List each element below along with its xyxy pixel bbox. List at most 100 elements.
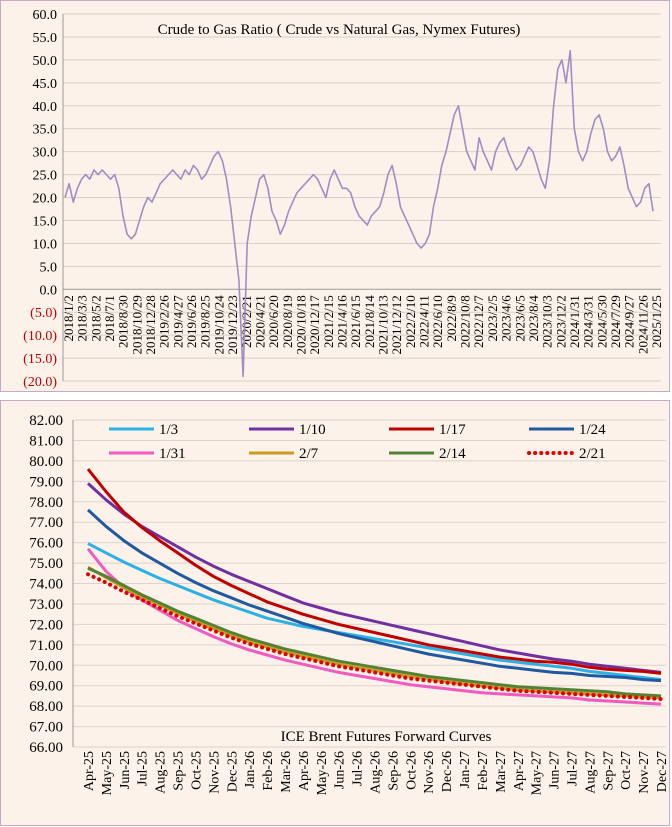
x-tick-label: 2021/2/15 xyxy=(321,295,336,348)
x-tick-label: 2020/6/20 xyxy=(266,295,281,348)
x-tick-label: 2019/12/23 xyxy=(225,295,240,354)
x-tick-label: Jun-27 xyxy=(548,751,563,789)
y-tick-label: 45.0 xyxy=(33,77,58,92)
y-tick-label: 60.0 xyxy=(33,8,58,23)
x-tick-label: 2018/7/1 xyxy=(102,295,117,341)
y-gridlines xyxy=(62,13,661,382)
x-tick-label: Apr-26 xyxy=(297,751,312,791)
y-tick-label: 81.00 xyxy=(29,433,63,449)
legend: 1/3 1/10 1/17 1/24 1/31 2/7 2/14 2/21 xyxy=(109,422,606,462)
x-tick-label: 2023/6/5 xyxy=(512,295,527,341)
x-tick-label: 2022/12/7 xyxy=(471,295,486,348)
x-tick-label: 2021/6/15 xyxy=(348,295,363,348)
ratio-series-line xyxy=(64,49,654,378)
y-tick-label: 15.0 xyxy=(33,214,58,229)
crude-gas-ratio-chart: 60.0 55.0 50.0 45.0 40.0 35.0 30.0 25.0 20.0 15.0… xyxy=(23,8,664,390)
legend-label: 1/31 xyxy=(159,446,186,462)
y-tick-label: (5.0) xyxy=(30,306,57,321)
x-tick-label: Jul-25 xyxy=(136,751,151,786)
x-tick-label: Jun-25 xyxy=(118,751,133,789)
y-tick-label: 35.0 xyxy=(33,123,58,138)
y-tick-label: 25.0 xyxy=(33,169,58,184)
chart-title: Crude to Gas Ratio ( Crude vs Natural Ga… xyxy=(158,22,521,38)
x-tick-label: 2020/8/19 xyxy=(280,295,295,348)
x-tick-label: Jun-26 xyxy=(333,751,348,789)
x-tick-label: Sep-25 xyxy=(172,751,187,791)
legend-label: 1/3 xyxy=(159,422,178,438)
y-tick-label: 5.0 xyxy=(40,260,58,275)
legend-label: 2/14 xyxy=(439,446,466,462)
x-tick-label: 2022/6/10 xyxy=(430,295,445,348)
y-tick-label: (20.0) xyxy=(23,375,57,390)
x-axis-tick-labels: Apr-25 May-25 Jun-25 Jul-25 Aug-25 Sep-25 Oct-… xyxy=(82,751,670,795)
x-tick-label: 2021/8/14 xyxy=(362,295,377,348)
x-tick-label: 2023/8/4 xyxy=(526,295,541,342)
x-tick-label: 2018/5/2 xyxy=(88,295,103,341)
series-line-2-7 xyxy=(87,565,662,700)
x-tick-label: 2018/1/2 xyxy=(61,295,76,341)
x-tick-label: Dec-25 xyxy=(225,751,240,792)
brent-forward-curves-chart: 82.00 81.00 80.00 79.00 78.00 77.00 76.00 75.00… xyxy=(29,413,670,795)
y-tick-label: 76.00 xyxy=(29,536,63,552)
x-tick-label: Feb-26 xyxy=(261,751,276,791)
x-tick-label: 2018/8/30 xyxy=(116,295,131,348)
x-tick-label: Jul-26 xyxy=(351,751,366,786)
x-tick-label: Jan-27 xyxy=(458,751,473,788)
x-tick-label: 2018/10/29 xyxy=(129,295,144,354)
y-tick-label: 71.00 xyxy=(29,638,63,654)
y-axis-tick-labels: 82.00 81.00 80.00 79.00 78.00 77.00 76.00 75.00… xyxy=(29,413,63,756)
x-tick-label: Nov-27 xyxy=(637,751,652,794)
y-tick-label: 20.0 xyxy=(33,192,58,207)
x-tick-label: Mar-27 xyxy=(494,751,509,793)
x-tick-label: 2025/1/25 xyxy=(649,295,664,348)
series-lines xyxy=(64,49,654,378)
x-tick-label: Jul-27 xyxy=(565,751,580,786)
y-tick-label: 77.00 xyxy=(29,515,63,531)
x-tick-label: May-25 xyxy=(100,751,115,795)
y-tick-label: 68.00 xyxy=(29,699,63,715)
y-tick-label: 78.00 xyxy=(29,495,63,511)
x-tick-label: 2021/4/16 xyxy=(334,295,349,348)
x-tick-label: 2020/10/18 xyxy=(293,295,308,354)
series-lines xyxy=(86,468,663,706)
y-tick-label: 74.00 xyxy=(29,577,63,593)
legend-label: 2/21 xyxy=(579,446,606,462)
y-tick-label: 67.00 xyxy=(29,720,63,736)
x-tick-label: Oct-26 xyxy=(404,751,419,790)
x-tick-label: 2019/10/24 xyxy=(211,295,226,355)
series-line-1-10 xyxy=(86,482,662,674)
legend-label: 1/24 xyxy=(579,422,606,438)
y-tick-label: 66.00 xyxy=(29,740,63,756)
y-tick-label: 75.00 xyxy=(29,556,63,572)
x-tick-label: 2020/4/21 xyxy=(252,295,267,348)
y-tick-label: 40.0 xyxy=(33,100,58,115)
series-line-1-17 xyxy=(86,468,662,675)
y-tick-label: 72.00 xyxy=(29,617,63,633)
x-tick-label: 2021/12/12 xyxy=(389,295,404,354)
x-tick-label: 2024/5/30 xyxy=(594,295,609,348)
x-tick-label: Dec-26 xyxy=(440,751,455,792)
x-tick-label: 2019/4/27 xyxy=(170,295,185,348)
x-tick-label: Dec-27 xyxy=(655,751,670,792)
legend-label: 1/10 xyxy=(299,422,326,438)
x-tick-label: 2023/10/3 xyxy=(540,295,555,348)
series-line-2-21 xyxy=(86,572,663,701)
x-tick-label: 2020/12/17 xyxy=(307,295,322,355)
x-tick-label: 2022/2/10 xyxy=(403,295,418,348)
y-tick-label: 70.00 xyxy=(29,658,63,674)
y-tick-label: 79.00 xyxy=(29,474,63,490)
brent-forward-curves-panel: 82.00 81.00 80.00 79.00 78.00 77.00 76.00 75.00… xyxy=(0,400,670,826)
x-tick-label: Mar-26 xyxy=(279,751,294,793)
x-tick-label: 2020/2/21 xyxy=(239,295,254,348)
x-tick-label: Feb-27 xyxy=(476,751,491,791)
x-tick-label: Apr-27 xyxy=(512,751,527,791)
x-tick-label: 2022/10/8 xyxy=(458,295,473,348)
series-line-2-14 xyxy=(87,566,662,698)
y-tick-label: 55.0 xyxy=(33,31,58,46)
x-axis-tick-labels: 2018/1/22018/3/32018/5/22018/7/12018/8/3… xyxy=(61,295,664,355)
x-tick-label: 2023/4/6 xyxy=(499,295,514,342)
x-tick-label: Aug-25 xyxy=(154,751,169,794)
legend-label: 1/17 xyxy=(439,422,466,438)
x-tick-label: 2019/6/26 xyxy=(184,295,199,348)
x-tick-label: Sep-27 xyxy=(601,751,616,791)
